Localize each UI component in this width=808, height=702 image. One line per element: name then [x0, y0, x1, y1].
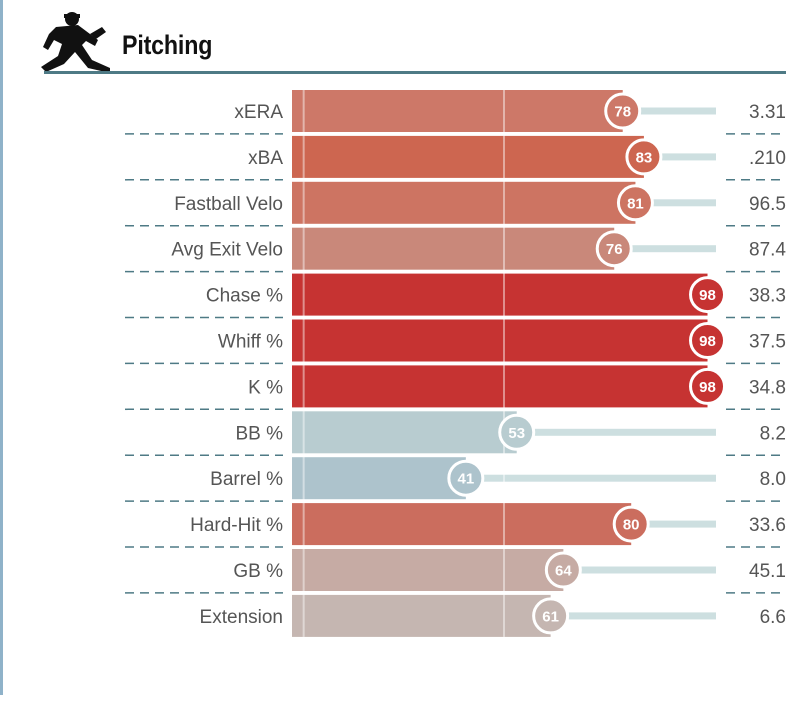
category-label: Fastball Velo — [174, 194, 283, 215]
category-label: BB % — [235, 423, 283, 444]
value-label: 45.1 — [749, 561, 786, 582]
value-label: 87.4 — [749, 240, 786, 261]
percentile-bar — [292, 365, 708, 408]
percentile-bar — [292, 549, 564, 591]
category-label: Barrel % — [210, 469, 283, 490]
remaining-track — [563, 566, 716, 574]
percentile-label: 98 — [699, 333, 716, 350]
pitcher-silhouette-icon — [41, 12, 110, 73]
percentile-marker — [689, 276, 727, 314]
category-label: GB % — [233, 561, 283, 582]
percentile-label: 64 — [555, 563, 572, 580]
category-label: K % — [248, 377, 283, 398]
percentile-label: 76 — [606, 241, 623, 258]
remaining-track — [643, 153, 716, 161]
percentile-bar — [292, 181, 636, 224]
percentile-label: 98 — [699, 287, 716, 304]
remaining-track — [516, 428, 716, 436]
percentile-label: 61 — [542, 608, 559, 625]
percentile-label: 98 — [699, 379, 716, 396]
percentile-bar — [292, 411, 517, 454]
remaining-track — [622, 107, 716, 115]
percentile-label: 41 — [457, 471, 474, 488]
category-label: Whiff % — [218, 332, 283, 353]
percentile-marker — [689, 367, 727, 405]
remaining-track — [635, 199, 716, 207]
value-label: .210 — [749, 148, 786, 169]
value-label: 3.31 — [749, 102, 786, 123]
remaining-track — [465, 474, 716, 482]
remaining-track — [550, 612, 716, 620]
percentile-label: 81 — [627, 195, 644, 212]
percentile-bar — [292, 227, 615, 270]
percentile-marker — [595, 230, 633, 268]
remaining-track — [614, 245, 716, 253]
percentile-marker — [447, 459, 485, 497]
value-label: 34.8 — [749, 377, 786, 398]
title-divider — [44, 71, 786, 74]
percentile-marker — [616, 184, 654, 222]
percentile-marker — [689, 322, 727, 359]
value-label: 6.6 — [760, 607, 786, 628]
category-label: xERA — [234, 102, 283, 123]
left-border — [0, 0, 3, 695]
category-label: Chase % — [206, 286, 283, 307]
remaining-track — [631, 520, 716, 528]
value-label: 96.5 — [749, 194, 786, 215]
percentile-bar — [292, 273, 708, 316]
percentile-marker — [625, 138, 663, 176]
category-label: Avg Exit Velo — [171, 240, 283, 261]
percentile-bar — [292, 90, 623, 132]
percentile-marker — [532, 597, 570, 635]
page-title: Pitching — [122, 30, 213, 60]
percentile-marker — [498, 413, 536, 451]
percentile-marker — [612, 505, 650, 543]
percentile-marker — [604, 92, 642, 130]
value-label: 8.0 — [760, 469, 786, 490]
percentile-bar — [292, 594, 551, 637]
percentile-bar — [292, 319, 708, 362]
percentile-label: 78 — [614, 104, 631, 121]
category-label: Extension — [200, 607, 283, 628]
category-label: xBA — [248, 148, 283, 169]
percentile-label: 80 — [623, 517, 640, 534]
percentile-bar — [292, 457, 466, 500]
percentile-bar — [292, 135, 644, 178]
value-label: 33.6 — [749, 515, 786, 536]
percentile-marker — [544, 551, 582, 589]
percentile-bar — [292, 503, 632, 546]
category-label: Hard-Hit % — [190, 515, 283, 536]
value-label: 8.2 — [760, 423, 786, 444]
section-header: Pitching — [0, 0, 808, 80]
value-label: 38.3 — [749, 286, 786, 307]
percentile-label: 53 — [508, 425, 525, 442]
percentile-label: 83 — [636, 149, 653, 166]
value-label: 37.5 — [749, 332, 786, 353]
